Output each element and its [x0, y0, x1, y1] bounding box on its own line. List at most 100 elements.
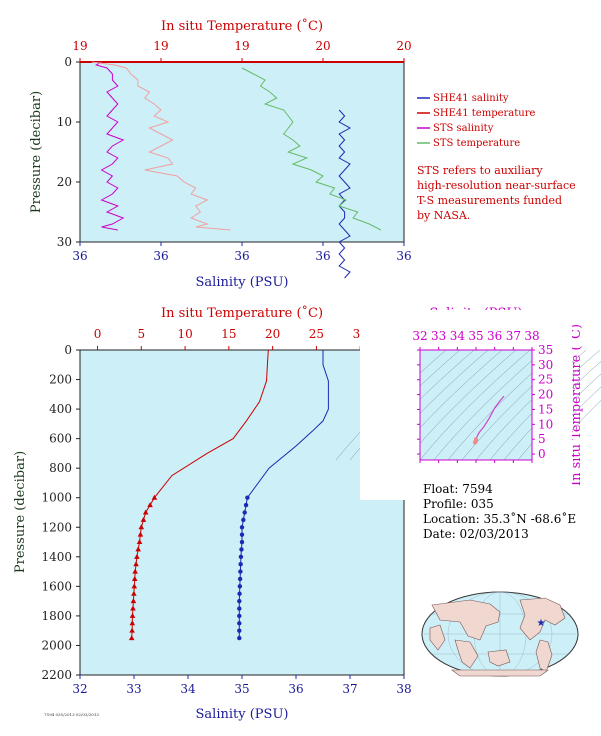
c3-right-tick-label: 10 — [538, 417, 553, 431]
c2-left-tick-label: 1400 — [41, 550, 72, 564]
c3-ts-point — [473, 440, 478, 445]
c2-left-tick-label: 2200 — [41, 668, 72, 682]
chart-2-ticks: 0510152025303532333435363738020040060080… — [41, 327, 411, 696]
c2-top-tick-label: 15 — [221, 327, 236, 341]
density-contour — [433, 349, 545, 461]
c2-temperature-marker — [138, 524, 145, 530]
note-line-1: STS refers to auxiliary — [417, 164, 543, 177]
c3-mask-top — [360, 310, 572, 350]
c2-left-tick-label: 0 — [64, 343, 72, 357]
c2-left-tick-label: 800 — [49, 461, 72, 475]
float-location-marker: ★ — [537, 618, 546, 629]
c2-salinity-marker — [237, 613, 242, 619]
c2-left-tick-label: 600 — [49, 432, 72, 446]
c2-salinity-marker — [237, 606, 242, 611]
c3-top-tick-label: 36 — [487, 329, 502, 343]
c2-salinity-marker — [237, 621, 242, 626]
c2-temperature-marker — [134, 553, 140, 559]
c2-left-tick-label: 2000 — [41, 638, 72, 652]
c2-temperature-marker — [131, 583, 138, 589]
c2-temperature-marker — [137, 531, 144, 537]
c1-bottom-tick-label: 36 — [396, 249, 411, 263]
c2-bottom-tick-label: 36 — [288, 682, 303, 696]
chart-3-series — [473, 395, 505, 445]
c1-left-tick-label: 10 — [57, 115, 72, 129]
c3-right-tick-label: 15 — [538, 402, 553, 416]
c2-salinity-marker — [239, 539, 245, 545]
c2-bottom-tick-label: 38 — [396, 682, 411, 696]
c2-top-tick-label: 5 — [137, 327, 145, 341]
c2-temperature-marker — [128, 635, 135, 641]
c2-top-tick-label: 10 — [177, 327, 192, 341]
chart-3-density-contours — [335, 310, 601, 500]
legend-label-sts-salinity: STS salinity — [433, 123, 494, 134]
c3-right-tick-label: 30 — [538, 358, 553, 372]
c2-temperature-marker — [129, 612, 136, 618]
c1-top-tick-label: 19 — [153, 39, 168, 53]
c2-temperature-marker — [132, 568, 138, 574]
c2-left-tick-label: 1800 — [41, 609, 72, 623]
c2-temperature-marker — [130, 598, 137, 604]
chart-1-legend: SHE41 salinity SHE41 temperature STS sal… — [417, 93, 535, 149]
c2-temperature-marker — [131, 575, 138, 581]
c1-left-tick-label: 0 — [64, 55, 72, 69]
c2-salinity-marker — [245, 495, 250, 500]
chart-2-bottom-axis-label: Salinity (PSU) — [196, 707, 289, 722]
c2-left-tick-label: 200 — [49, 373, 72, 387]
chart-2-top-axis-label: In situ Temperature (˚C) — [161, 305, 323, 321]
chart-2: In situ Temperature (˚C) Salinity (PSU) … — [13, 305, 412, 722]
c2-left-tick-label: 400 — [49, 402, 72, 416]
c3-right-tick-label: 5 — [538, 432, 546, 446]
legend-label-she41-temperature: SHE41 temperature — [433, 108, 535, 119]
footer-text: 7594 035/2013 02/03/2013 — [44, 712, 99, 717]
c2-temperature-marker — [142, 509, 149, 515]
c2-salinity-marker — [238, 562, 243, 567]
c2-salinity-marker — [238, 569, 243, 574]
c2-bottom-tick-label: 34 — [180, 682, 196, 696]
info-profile: Profile: 035 — [423, 497, 494, 511]
c3-top-tick-label: 33 — [431, 329, 446, 343]
c3-top-tick-label: 37 — [506, 329, 521, 343]
legend-label-sts-temperature: STS temperature — [433, 138, 520, 149]
c2-salinity-marker — [237, 628, 242, 633]
c2-bottom-tick-label: 32 — [72, 682, 87, 696]
c2-salinity-marker — [237, 635, 242, 641]
info-date: Date: 02/03/2013 — [423, 527, 529, 541]
c3-top-tick-label: 38 — [524, 329, 539, 343]
chart-1-note: STS refers to auxiliary high-resolution … — [417, 164, 576, 222]
info-float: Float: 7594 — [423, 482, 493, 496]
c2-temperature-marker — [140, 516, 147, 522]
chart-1: In situ Temperature (˚C) Salinity (PSU) … — [29, 18, 576, 290]
c2-salinity-marker — [239, 547, 244, 552]
c1-series-line-0 — [338, 109, 352, 279]
chart-1-ticks: 19 19 19 20 20 36 36 36 36 36 0 10 20 30 — [57, 39, 412, 263]
c1-bottom-tick-label: 36 — [153, 249, 168, 263]
c1-bottom-tick-label: 36 — [234, 249, 249, 263]
c2-left-tick-label: 1000 — [41, 491, 72, 505]
c2-salinity-marker — [243, 502, 249, 508]
chart-3: Salinity (PSU) In situ Temperature (˚C) … — [335, 306, 601, 500]
note-line-3: T-S measurements funded — [417, 194, 562, 207]
c3-mask-left — [360, 350, 420, 460]
c2-temperature-marker — [129, 620, 136, 626]
c3-right-tick-label: 25 — [538, 373, 553, 387]
c2-salinity-marker — [241, 517, 246, 523]
c2-temperature-marker — [136, 539, 143, 545]
c2-salinity-marker — [237, 576, 243, 582]
chart-1-series — [80, 61, 404, 279]
c2-salinity-marker — [242, 510, 247, 515]
c1-top-tick-label: 20 — [315, 39, 330, 53]
c2-temperature-marker — [129, 627, 135, 633]
c2-top-tick-label: 25 — [309, 327, 324, 341]
c3-top-tick-label: 32 — [412, 329, 427, 343]
c3-right-tick-label: 35 — [538, 343, 553, 357]
chart-1-top-axis-label: In situ Temperature (˚C) — [161, 18, 323, 34]
c2-salinity-marker — [239, 525, 245, 530]
c2-left-tick-label: 1200 — [41, 520, 72, 534]
c2-top-tick-label: 20 — [265, 327, 280, 341]
density-contour — [419, 349, 531, 461]
note-line-2: high-resolution near-surface — [417, 179, 576, 192]
c1-left-tick-label: 20 — [57, 175, 72, 189]
c2-temperature-marker — [151, 494, 158, 500]
